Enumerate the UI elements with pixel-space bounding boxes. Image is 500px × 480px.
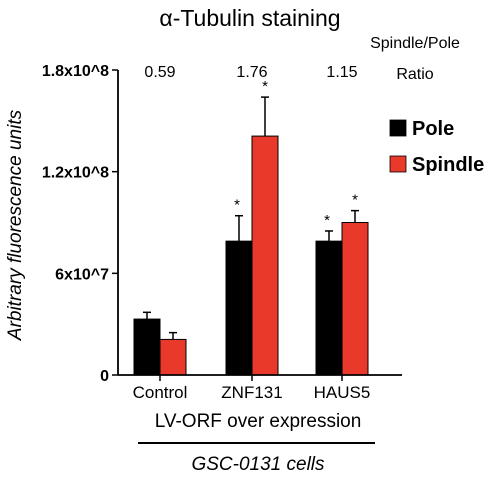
bar-spindle: [251, 135, 279, 376]
y-tick-label: 1.8x10^8: [42, 63, 109, 80]
y-tick-label: 0: [100, 368, 109, 385]
y-tick-label: 1.2x10^8: [42, 165, 109, 182]
ratio-value: 1.15: [326, 64, 357, 81]
bar-pole: [315, 240, 343, 376]
bar-pole: [225, 240, 253, 376]
legend-swatch-spindle: [389, 155, 407, 173]
y-axis-label: Arbitrary fluorescence units: [5, 109, 26, 341]
significance-marker: *: [234, 197, 240, 214]
x-axis-label: LV-ORF over expression: [155, 411, 362, 432]
bar-spindle: [341, 222, 369, 376]
ratio-header-line1: Spindle/Pole: [370, 35, 460, 52]
ratio-header-line2: Ratio: [396, 66, 433, 83]
x-tick-label: Control: [133, 383, 188, 402]
significance-marker: *: [324, 212, 330, 229]
bar-spindle: [159, 338, 187, 376]
legend-label-spindle: Spindle: [412, 154, 484, 176]
ratio-value: 0.59: [144, 64, 175, 81]
significance-marker: *: [352, 192, 358, 209]
x-tick-label: ZNF131: [221, 383, 282, 402]
ratio-value: 1.76: [236, 64, 267, 81]
y-tick-label: 6x10^7: [55, 266, 109, 283]
bar-pole: [133, 318, 161, 376]
legend-label-pole: Pole: [412, 118, 454, 140]
chart-title: α-Tubulin staining: [159, 5, 340, 31]
x-tick-label: HAUS5: [314, 383, 371, 402]
significance-marker: *: [262, 78, 268, 95]
cells-label: GSC-0131 cells: [191, 454, 325, 475]
legend-swatch-pole: [389, 119, 407, 137]
